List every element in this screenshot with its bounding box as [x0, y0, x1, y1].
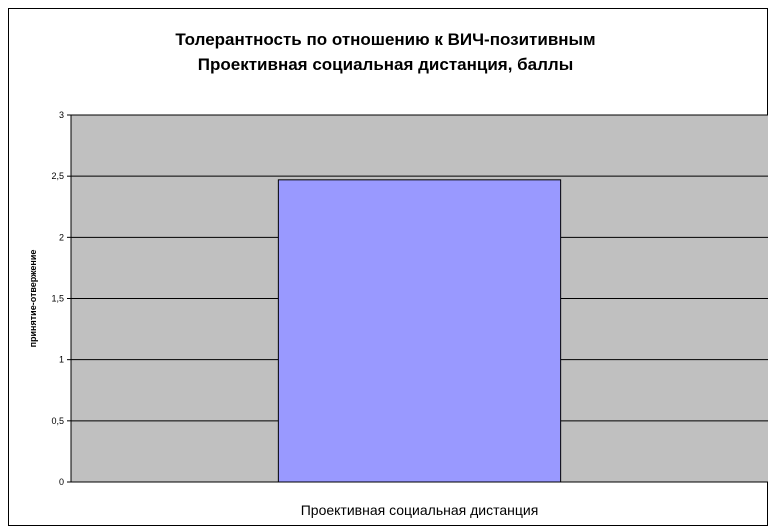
- x-category-label: Проективная социальная дистанция: [301, 502, 539, 518]
- bars: [277, 179, 562, 483]
- y-ticks: 0 0,5 1 1,5 2 2,5 3: [51, 110, 71, 487]
- x-categories: Проективная социальная дистанция: [301, 502, 539, 518]
- chart-title-line-1: Толерантность по отношению к ВИЧ-позитив…: [175, 30, 596, 49]
- y-axis-label: принятие-отвержение: [28, 250, 38, 348]
- y-tick-label: 0,5: [51, 416, 64, 426]
- y-tick-label: 0: [59, 477, 64, 487]
- y-tick-label: 1: [59, 355, 64, 365]
- y-tick-label: 1,5: [51, 294, 64, 304]
- chart-title-line-2: Проективная социальная дистанция, баллы: [197, 55, 574, 74]
- bar: [277, 179, 562, 483]
- y-tick-label: 3: [59, 110, 64, 120]
- y-tick-label: 2,5: [51, 171, 64, 181]
- y-tick-label: 2: [59, 232, 64, 242]
